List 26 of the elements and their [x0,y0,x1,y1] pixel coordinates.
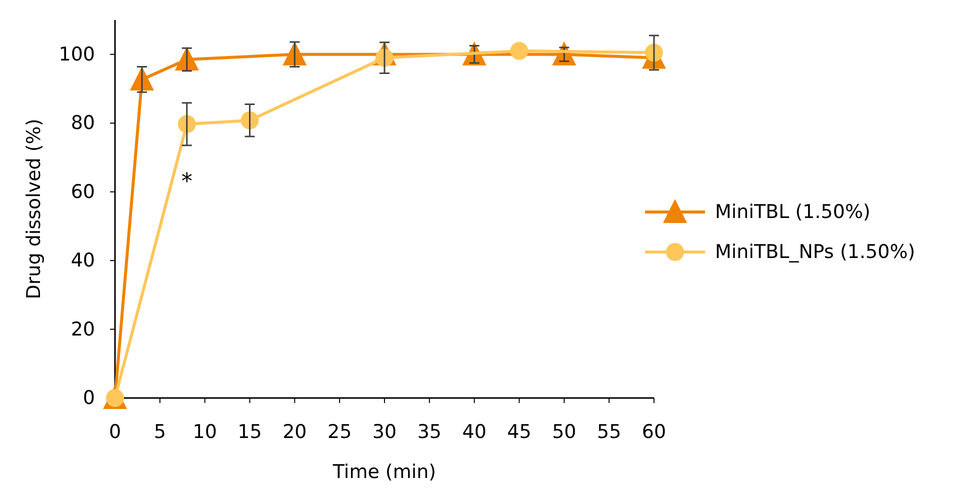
x-tick-label: 0 [108,421,122,443]
y-tick-label: 80 [70,112,95,134]
annotation: * [181,170,192,195]
legend-label: MiniTBL (1.50%) [715,201,870,223]
x-tick-label: 15 [238,421,262,443]
y-tick-label: 40 [70,250,95,272]
x-tick-label: 40 [462,421,486,443]
x-tick-label: 45 [507,421,532,443]
x-tick-label: 35 [417,421,442,443]
y-tick-label: 20 [70,318,95,340]
x-tick-label: 5 [154,421,166,443]
x-tick-label: 20 [282,421,307,443]
x-tick-label: 50 [552,421,576,443]
x-tick-label: 60 [642,421,666,443]
legend-label: MiniTBL_NPs (1.50%) [715,241,916,263]
point [510,42,528,60]
y-tick-label: 60 [70,180,95,203]
y-tick-label: 100 [58,43,95,66]
y-axis-title: Drug dissolved (%) [23,118,45,300]
x-tick-label: 55 [596,421,622,443]
x-tick-label: 25 [327,421,352,443]
point [282,41,307,66]
x-tick-label: 10 [192,421,217,443]
y-tick-label: 0 [82,387,95,409]
x-axis-title: Time (min) [332,461,436,483]
x-tick-label: 30 [372,421,397,443]
